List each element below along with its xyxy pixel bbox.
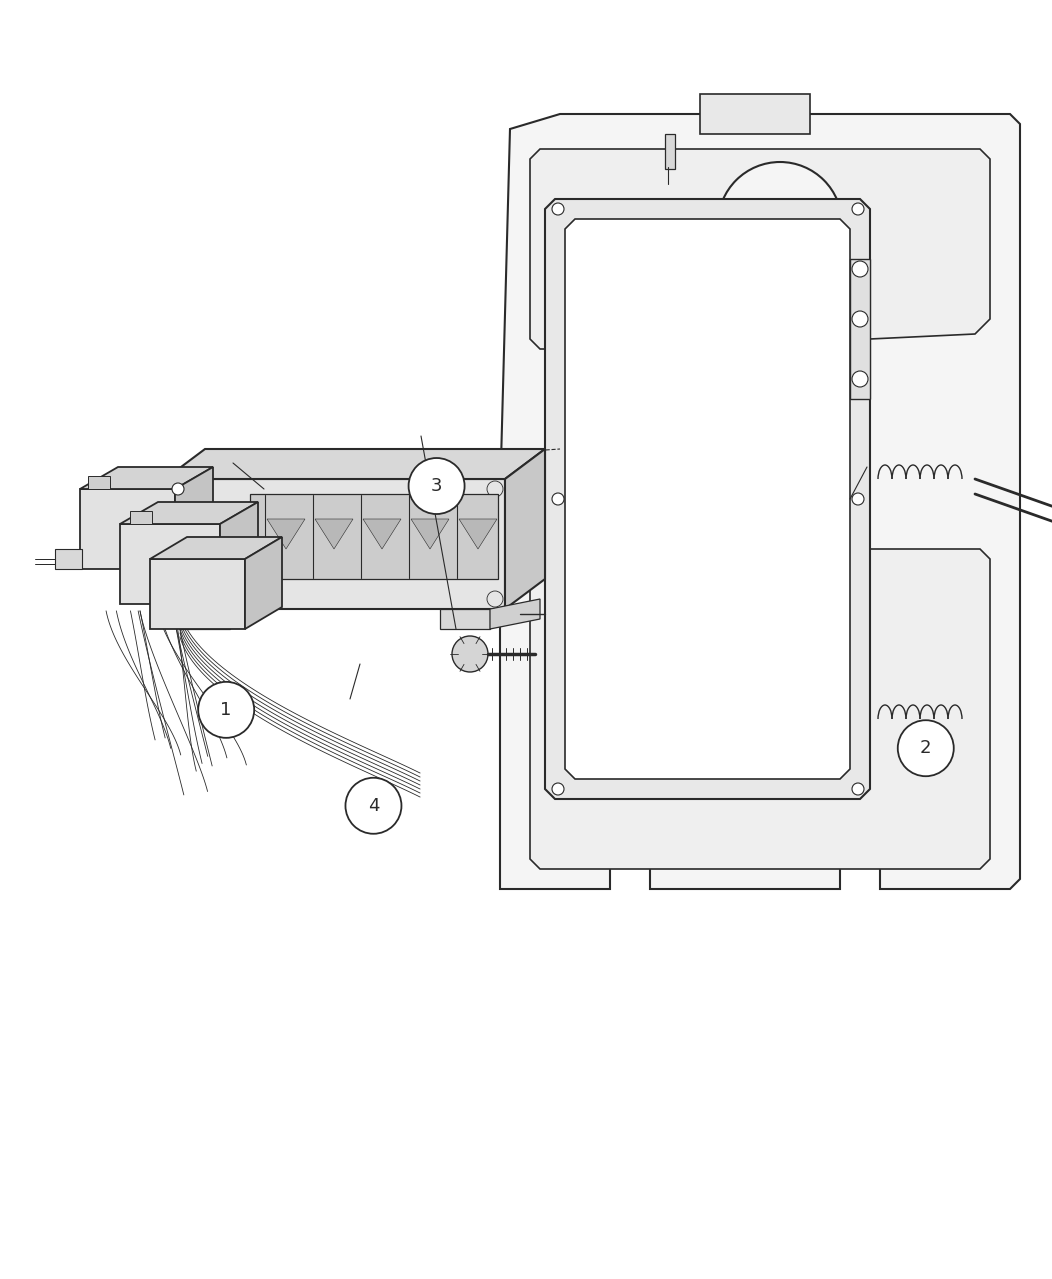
Polygon shape [120, 501, 258, 524]
Polygon shape [180, 609, 230, 629]
Polygon shape [500, 114, 1020, 889]
Circle shape [408, 458, 465, 514]
Polygon shape [411, 519, 449, 549]
Polygon shape [88, 476, 110, 489]
Text: 1: 1 [221, 701, 231, 719]
Polygon shape [150, 537, 282, 559]
Circle shape [167, 591, 183, 608]
Circle shape [852, 261, 868, 278]
Circle shape [171, 533, 184, 545]
Circle shape [345, 778, 402, 834]
Polygon shape [490, 599, 540, 629]
Polygon shape [565, 219, 850, 779]
Polygon shape [459, 519, 497, 549]
Polygon shape [545, 200, 870, 799]
Polygon shape [175, 467, 213, 569]
Polygon shape [505, 449, 545, 609]
Circle shape [719, 162, 842, 286]
Circle shape [171, 483, 184, 495]
Polygon shape [130, 512, 151, 524]
Circle shape [852, 783, 864, 796]
Text: 3: 3 [431, 477, 442, 495]
Polygon shape [850, 260, 870, 399]
Polygon shape [700, 93, 810, 134]
Polygon shape [80, 489, 175, 569]
Circle shape [452, 636, 488, 671]
Polygon shape [363, 519, 401, 549]
Polygon shape [150, 559, 245, 629]
Polygon shape [220, 501, 258, 604]
Polygon shape [440, 609, 490, 629]
Circle shape [487, 481, 503, 498]
Polygon shape [250, 494, 498, 579]
Text: 2: 2 [920, 739, 931, 757]
Polygon shape [165, 480, 505, 609]
Polygon shape [165, 449, 545, 480]
Text: 4: 4 [368, 797, 379, 815]
Circle shape [171, 583, 184, 595]
Polygon shape [530, 148, 990, 868]
Circle shape [552, 492, 564, 505]
Circle shape [852, 492, 864, 505]
Circle shape [487, 591, 503, 608]
Polygon shape [245, 537, 282, 629]
Polygon shape [315, 519, 353, 549]
Polygon shape [55, 549, 82, 569]
Circle shape [167, 481, 183, 498]
Circle shape [897, 720, 954, 776]
Circle shape [552, 203, 564, 215]
Circle shape [198, 682, 255, 738]
Polygon shape [665, 134, 675, 169]
Polygon shape [80, 467, 213, 489]
Circle shape [552, 783, 564, 796]
Polygon shape [267, 519, 305, 549]
Circle shape [852, 311, 868, 327]
Polygon shape [120, 524, 220, 604]
Circle shape [852, 203, 864, 215]
Circle shape [852, 371, 868, 388]
